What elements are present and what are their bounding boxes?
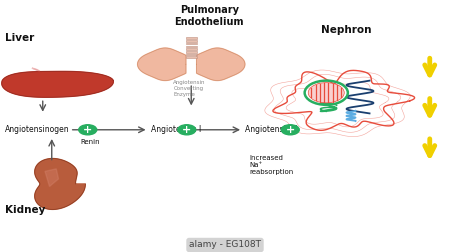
Text: Kidney: Kidney bbox=[4, 205, 45, 215]
Bar bbox=[186, 51, 197, 53]
Circle shape bbox=[281, 125, 299, 135]
Text: +: + bbox=[286, 125, 295, 135]
Text: Angiotensin
Converting
Enzyme: Angiotensin Converting Enzyme bbox=[173, 80, 206, 97]
Text: Angiotensin II: Angiotensin II bbox=[245, 125, 298, 134]
Text: Liver: Liver bbox=[4, 33, 34, 43]
Text: Renin: Renin bbox=[80, 139, 100, 145]
Polygon shape bbox=[138, 48, 186, 80]
Bar bbox=[186, 43, 197, 44]
Text: Angiotensin I: Angiotensin I bbox=[151, 125, 201, 134]
Text: Increased
Na⁺
reabsorption: Increased Na⁺ reabsorption bbox=[250, 155, 294, 175]
Bar bbox=[186, 40, 197, 42]
Polygon shape bbox=[2, 71, 113, 97]
Text: Pulmonary
Endothelium: Pulmonary Endothelium bbox=[175, 5, 244, 27]
Bar bbox=[186, 48, 197, 50]
Polygon shape bbox=[35, 159, 86, 209]
Polygon shape bbox=[197, 48, 245, 80]
Bar bbox=[186, 37, 197, 39]
Bar bbox=[186, 46, 197, 47]
Bar bbox=[186, 56, 197, 58]
Polygon shape bbox=[32, 68, 40, 71]
Circle shape bbox=[178, 125, 196, 135]
Text: Angiotensinogen: Angiotensinogen bbox=[4, 125, 69, 134]
Text: +: + bbox=[182, 125, 191, 135]
Bar bbox=[186, 54, 197, 55]
Text: +: + bbox=[83, 125, 92, 135]
Text: alamy - EG108T: alamy - EG108T bbox=[189, 240, 261, 249]
Text: Nephron: Nephron bbox=[321, 25, 372, 35]
Polygon shape bbox=[45, 169, 58, 186]
Circle shape bbox=[79, 125, 97, 135]
Circle shape bbox=[308, 83, 344, 103]
